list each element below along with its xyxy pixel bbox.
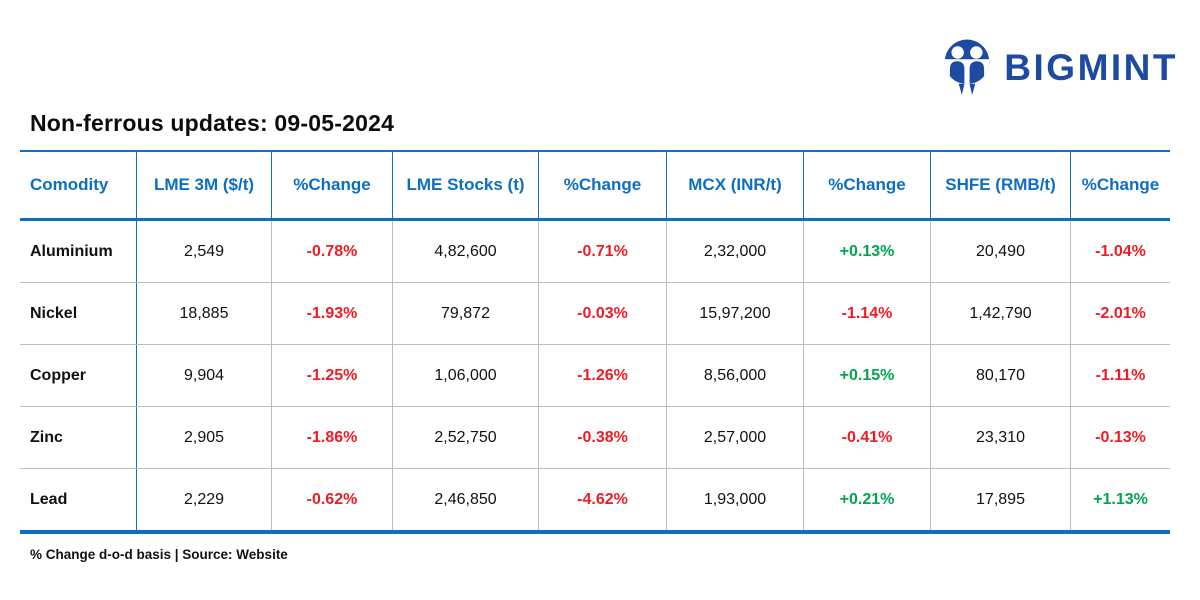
footnote: % Change d-o-d basis | Source: Website bbox=[30, 547, 288, 562]
brand-row: BIGMINT bbox=[20, 38, 1178, 96]
shfe-value: 1,42,790 bbox=[930, 283, 1070, 344]
lme-stocks-change: -0.71% bbox=[538, 221, 666, 282]
mcx-change: -1.14% bbox=[803, 283, 930, 344]
lme-stocks-change: -0.03% bbox=[538, 283, 666, 344]
lme-3m-value: 18,885 bbox=[136, 283, 271, 344]
lme-3m-value: 2,905 bbox=[136, 407, 271, 468]
commodity-name: Zinc bbox=[30, 428, 63, 446]
col-header-mcx: MCX (INR/t) bbox=[666, 152, 803, 218]
table-row: Lead 2,229 -0.62% 2,46,850 -4.62% 1,93,0… bbox=[20, 468, 1170, 530]
table-row: Aluminium 2,549 -0.78% 4,82,600 -0.71% 2… bbox=[20, 221, 1170, 282]
lme-stocks-value: 79,872 bbox=[392, 283, 538, 344]
commodity-name: Copper bbox=[30, 366, 86, 384]
shfe-value: 23,310 bbox=[930, 407, 1070, 468]
col-header-lme-3m-change: %Change bbox=[271, 152, 392, 218]
lme-stocks-value: 1,06,000 bbox=[392, 345, 538, 406]
lme-stocks-change: -4.62% bbox=[538, 469, 666, 530]
lme-3m-change: -1.86% bbox=[271, 407, 392, 468]
table-header-row: Comodity LME 3M ($/t) %Change LME Stocks… bbox=[20, 152, 1170, 221]
mcx-value: 8,56,000 bbox=[666, 345, 803, 406]
col-header-lme-stocks-change: %Change bbox=[538, 152, 666, 218]
col-header-shfe-change: %Change bbox=[1070, 152, 1170, 218]
lme-stocks-value: 2,52,750 bbox=[392, 407, 538, 468]
lme-stocks-change: -1.26% bbox=[538, 345, 666, 406]
shfe-value: 80,170 bbox=[930, 345, 1070, 406]
page-title: Non-ferrous updates: 09-05-2024 bbox=[30, 110, 395, 136]
bigmint-logo-text: BIGMINT bbox=[1004, 46, 1178, 88]
col-header-commodity: Comodity bbox=[30, 175, 109, 194]
mcx-value: 2,57,000 bbox=[666, 407, 803, 468]
table-row: Copper 9,904 -1.25% 1,06,000 -1.26% 8,56… bbox=[20, 344, 1170, 406]
lme-3m-change: -0.78% bbox=[271, 221, 392, 282]
mcx-value: 2,32,000 bbox=[666, 221, 803, 282]
col-header-lme-3m: LME 3M ($/t) bbox=[136, 152, 271, 218]
lme-3m-change: -0.62% bbox=[271, 469, 392, 530]
shfe-change: +1.13% bbox=[1070, 469, 1170, 530]
lme-3m-value: 9,904 bbox=[136, 345, 271, 406]
col-header-mcx-change: %Change bbox=[803, 152, 930, 218]
shfe-change: -0.13% bbox=[1070, 407, 1170, 468]
mcx-change: +0.21% bbox=[803, 469, 930, 530]
lme-stocks-change: -0.38% bbox=[538, 407, 666, 468]
shfe-value: 20,490 bbox=[930, 221, 1070, 282]
table-body: Aluminium 2,549 -0.78% 4,82,600 -0.71% 2… bbox=[20, 221, 1170, 530]
commodity-table: Comodity LME 3M ($/t) %Change LME Stocks… bbox=[20, 150, 1170, 534]
commodity-name: Nickel bbox=[30, 304, 78, 322]
bigmint-logo: BIGMINT bbox=[942, 38, 1178, 96]
lme-3m-change: -1.93% bbox=[271, 283, 392, 344]
lme-3m-change: -1.25% bbox=[271, 345, 392, 406]
col-header-shfe: SHFE (RMB/t) bbox=[930, 152, 1070, 218]
commodity-name: Lead bbox=[30, 490, 68, 508]
shfe-change: -1.11% bbox=[1070, 345, 1170, 406]
table-row: Zinc 2,905 -1.86% 2,52,750 -0.38% 2,57,0… bbox=[20, 406, 1170, 468]
mcx-value: 15,97,200 bbox=[666, 283, 803, 344]
mcx-change: +0.13% bbox=[803, 221, 930, 282]
shfe-change: -2.01% bbox=[1070, 283, 1170, 344]
lme-3m-value: 2,549 bbox=[136, 221, 271, 282]
table-row: Nickel 18,885 -1.93% 79,872 -0.03% 15,97… bbox=[20, 282, 1170, 344]
commodity-name: Aluminium bbox=[30, 242, 113, 260]
lme-stocks-value: 2,46,850 bbox=[392, 469, 538, 530]
mcx-change: -0.41% bbox=[803, 407, 930, 468]
mcx-change: +0.15% bbox=[803, 345, 930, 406]
lme-3m-value: 2,229 bbox=[136, 469, 271, 530]
mcx-value: 1,93,000 bbox=[666, 469, 803, 530]
shfe-change: -1.04% bbox=[1070, 221, 1170, 282]
bigmint-logo-icon bbox=[945, 39, 990, 95]
shfe-value: 17,895 bbox=[930, 469, 1070, 530]
lme-stocks-value: 4,82,600 bbox=[392, 221, 538, 282]
col-header-lme-stocks: LME Stocks (t) bbox=[392, 152, 538, 218]
